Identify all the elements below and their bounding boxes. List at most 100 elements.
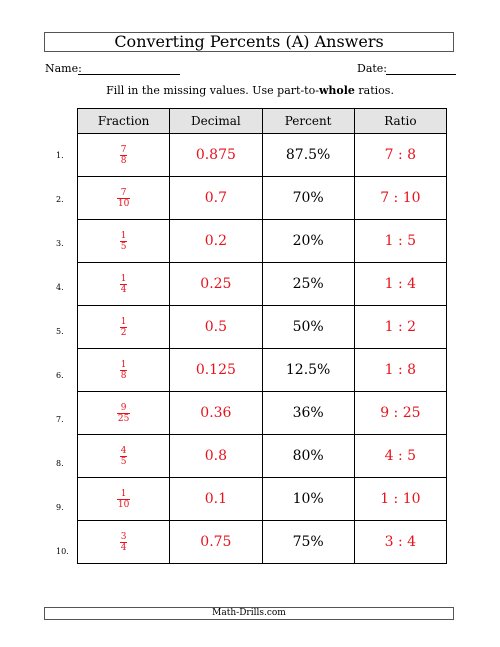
ratio-cell: 1 : 2 bbox=[353, 305, 448, 349]
decimal-cell: 0.7 bbox=[169, 176, 263, 220]
date-blank-line bbox=[386, 74, 456, 75]
fraction-numerator: 9 bbox=[120, 402, 127, 413]
row-number: 1. bbox=[56, 151, 64, 160]
conversion-table: Fraction Decimal Percent Ratio 7 8 0.875 87… bbox=[76, 108, 448, 564]
ratio-cell: 1 : 5 bbox=[353, 219, 448, 263]
row-number: 3. bbox=[56, 239, 64, 248]
percent-cell: 12.5% bbox=[261, 348, 355, 392]
ratio-cell: 7 : 10 bbox=[353, 176, 448, 220]
percent-cell: 87.5% bbox=[261, 133, 355, 177]
row-number: 4. bbox=[56, 283, 64, 292]
ratio-cell: 3 : 4 bbox=[353, 520, 448, 564]
percent-cell: 20% bbox=[261, 219, 355, 263]
fraction-denominator: 8 bbox=[119, 154, 128, 166]
fraction-denominator: 25 bbox=[116, 412, 131, 424]
fraction-cell: 9 25 bbox=[76, 391, 171, 435]
table-row: 1 8 0.125 12.5% 1 : 8 bbox=[76, 348, 448, 392]
decimal-cell: 0.125 bbox=[169, 348, 263, 392]
table-row: 7 10 0.7 70% 7 : 10 bbox=[76, 176, 448, 220]
table-row: 1 10 0.1 10% 1 : 10 bbox=[76, 477, 448, 521]
percent-cell: 25% bbox=[261, 262, 355, 306]
row-number: 2. bbox=[56, 195, 64, 204]
decimal-cell: 0.75 bbox=[169, 520, 263, 564]
fraction-denominator: 8 bbox=[119, 369, 128, 381]
fraction-numerator: 1 bbox=[120, 230, 127, 241]
decimal-cell: 0.2 bbox=[169, 219, 263, 263]
decimal-cell: 0.36 bbox=[169, 391, 263, 435]
fraction-numerator: 1 bbox=[120, 359, 127, 370]
name-label: Name: bbox=[45, 62, 82, 75]
fraction-cell: 1 10 bbox=[76, 477, 171, 521]
row-number: 6. bbox=[56, 371, 64, 380]
fraction-denominator: 4 bbox=[119, 283, 128, 295]
decimal-cell: 0.8 bbox=[169, 434, 263, 478]
percent-cell: 70% bbox=[261, 176, 355, 220]
instructions-prefix: Fill in the missing values. Use part-to- bbox=[106, 84, 319, 97]
ratio-cell: 1 : 10 bbox=[353, 477, 448, 521]
percent-cell: 10% bbox=[261, 477, 355, 521]
fraction: 1 10 bbox=[116, 488, 131, 510]
table-row: 1 2 0.5 50% 1 : 2 bbox=[76, 305, 448, 349]
percent-cell: 80% bbox=[261, 434, 355, 478]
table-header-row: Fraction Decimal Percent Ratio bbox=[76, 108, 448, 134]
fraction-denominator: 2 bbox=[119, 326, 128, 338]
table-row: 7 8 0.875 87.5% 7 : 8 bbox=[76, 133, 448, 177]
table-row: 9 25 0.36 36% 9 : 25 bbox=[76, 391, 448, 435]
instructions-suffix: ratios. bbox=[354, 84, 394, 97]
instructions-emphasis: whole bbox=[318, 84, 355, 97]
header-ratio: Ratio bbox=[353, 108, 448, 134]
table-row: 3 4 0.75 75% 3 : 4 bbox=[76, 520, 448, 564]
fraction-denominator: 10 bbox=[116, 498, 131, 510]
fraction-denominator: 5 bbox=[119, 455, 128, 467]
header-fraction: Fraction bbox=[76, 108, 171, 134]
fraction: 9 25 bbox=[116, 402, 131, 424]
header-percent: Percent bbox=[261, 108, 355, 134]
table-row: 4 5 0.8 80% 4 : 5 bbox=[76, 434, 448, 478]
ratio-cell: 9 : 25 bbox=[353, 391, 448, 435]
fraction-numerator: 1 bbox=[120, 316, 127, 327]
ratio-cell: 1 : 4 bbox=[353, 262, 448, 306]
row-number: 7. bbox=[56, 415, 64, 424]
fraction-numerator: 7 bbox=[120, 144, 127, 155]
table-row: 1 4 0.25 25% 1 : 4 bbox=[76, 262, 448, 306]
fraction-numerator: 1 bbox=[120, 273, 127, 284]
decimal-cell: 0.5 bbox=[169, 305, 263, 349]
fraction-denominator: 5 bbox=[119, 240, 128, 252]
fraction-numerator: 3 bbox=[120, 531, 127, 542]
decimal-cell: 0.1 bbox=[169, 477, 263, 521]
row-number: 8. bbox=[56, 459, 64, 468]
row-number: 10. bbox=[56, 547, 69, 556]
ratio-cell: 7 : 8 bbox=[353, 133, 448, 177]
fraction-numerator: 1 bbox=[120, 488, 127, 499]
row-number: 5. bbox=[56, 327, 64, 336]
fraction-numerator: 4 bbox=[120, 445, 127, 456]
row-number: 9. bbox=[56, 503, 64, 512]
ratio-cell: 4 : 5 bbox=[353, 434, 448, 478]
header-decimal: Decimal bbox=[169, 108, 263, 134]
fraction: 7 10 bbox=[116, 187, 131, 209]
percent-cell: 75% bbox=[261, 520, 355, 564]
percent-cell: 50% bbox=[261, 305, 355, 349]
decimal-cell: 0.25 bbox=[169, 262, 263, 306]
fraction-numerator: 7 bbox=[120, 187, 127, 198]
fraction-denominator: 10 bbox=[116, 197, 131, 209]
footer-source: Math-Drills.com bbox=[44, 607, 454, 620]
name-blank-line bbox=[78, 74, 180, 75]
ratio-cell: 1 : 8 bbox=[353, 348, 448, 392]
table-row: 1 5 0.2 20% 1 : 5 bbox=[76, 219, 448, 263]
date-label: Date: bbox=[357, 62, 388, 75]
percent-cell: 36% bbox=[261, 391, 355, 435]
